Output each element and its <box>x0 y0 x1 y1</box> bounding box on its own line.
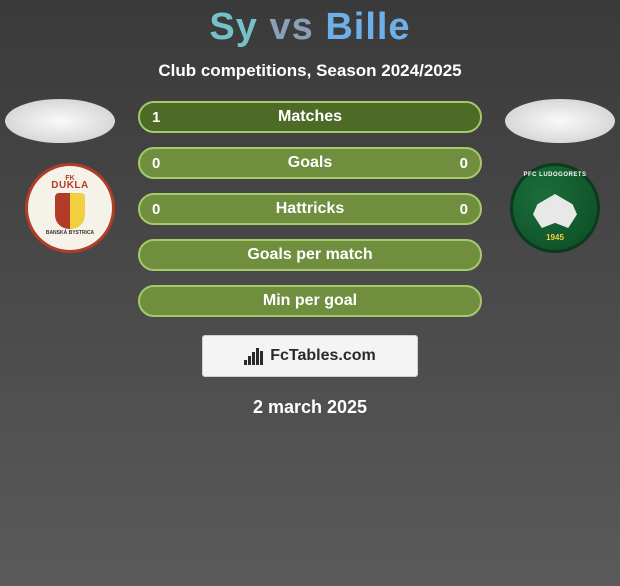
stat-rows: Matches 1 Goals 0 0 Hattricks 0 0 Goals per matc… <box>138 101 482 317</box>
subtitle: Club competitions, Season 2024/2025 <box>0 61 620 81</box>
player2-name: Bille <box>325 6 410 48</box>
crest-right-year: 1945 <box>546 233 564 242</box>
player2-silhouette <box>505 99 615 143</box>
stat-label: Min per goal <box>263 292 357 310</box>
watermark: FcTables.com <box>202 335 418 377</box>
stat-label: Goals <box>288 154 332 172</box>
stat-row: Hattricks 0 0 <box>138 193 482 225</box>
crest-left-city: BANSKÁ BYSTRICA <box>46 230 94 236</box>
watermark-bars-icon <box>244 347 264 365</box>
crest-left-top: FK <box>40 175 100 182</box>
stat-value-right: 0 <box>460 155 468 172</box>
stat-row: Min per goal <box>138 285 482 317</box>
stat-value-left: 0 <box>152 201 160 218</box>
stat-value-left: 0 <box>152 155 160 172</box>
stat-row: Goals 0 0 <box>138 147 482 179</box>
stat-label: Hattricks <box>276 200 344 218</box>
stat-value-right: 0 <box>460 201 468 218</box>
stats-area: FK DUKLA BANSKÁ BYSTRICA PFC LUDOGORETS … <box>0 101 620 317</box>
stat-row: Matches 1 <box>138 101 482 133</box>
stat-value-left: 1 <box>152 109 160 126</box>
watermark-text: FcTables.com <box>270 347 376 365</box>
player1-name: Sy <box>209 6 257 48</box>
vs-text: vs <box>269 6 313 48</box>
club-crest-left: FK DUKLA BANSKÁ BYSTRICA <box>25 163 115 253</box>
crest-left-shield-icon <box>55 193 85 229</box>
player1-silhouette <box>5 99 115 143</box>
stat-row: Goals per match <box>138 239 482 271</box>
stat-label: Goals per match <box>247 246 372 264</box>
page-title: Sy vs Bille <box>0 6 620 49</box>
crest-right-eagle-icon <box>533 194 577 228</box>
date-text: 2 march 2025 <box>0 397 620 418</box>
stat-label: Matches <box>278 108 342 126</box>
crest-right-top: PFC LUDOGORETS <box>523 172 586 178</box>
club-crest-right: PFC LUDOGORETS 1945 <box>510 163 600 253</box>
